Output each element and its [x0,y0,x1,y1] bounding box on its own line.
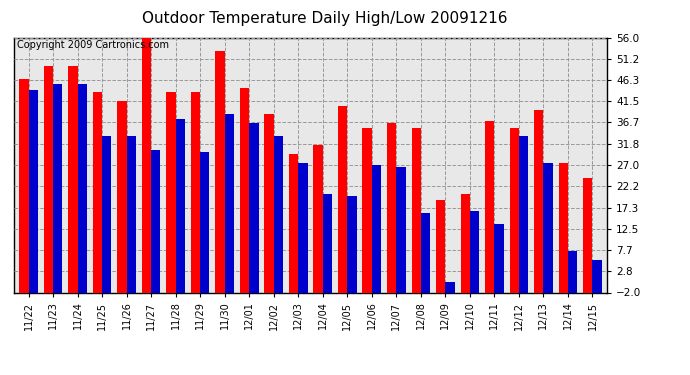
Bar [19,79,28,292]
Bar [559,163,568,292]
Bar [28,90,38,292]
Bar [593,260,602,292]
Bar [445,282,455,292]
Bar [151,150,161,292]
Bar [77,84,87,292]
Bar [225,114,234,292]
Text: Copyright 2009 Cartronics.com: Copyright 2009 Cartronics.com [17,40,169,50]
Bar [249,123,259,292]
Bar [264,114,274,292]
Bar [362,128,372,292]
Bar [421,213,430,292]
Bar [372,165,381,292]
Bar [274,136,283,292]
Bar [495,224,504,292]
Bar [436,200,445,292]
Bar [568,251,578,292]
Bar [583,178,593,292]
Bar [470,211,479,292]
Bar [347,196,357,292]
Bar [176,119,185,292]
Bar [191,93,200,292]
Bar [460,194,470,292]
Bar [166,93,176,292]
Bar [240,88,249,292]
Bar [387,123,396,292]
Bar [396,167,406,292]
Bar [519,136,529,292]
Bar [142,33,151,292]
Bar [117,101,126,292]
Bar [534,110,544,292]
Bar [126,136,136,292]
Bar [200,152,210,292]
Bar [323,194,332,292]
Bar [313,145,323,292]
Bar [215,51,225,292]
Bar [289,154,298,292]
Bar [102,136,111,292]
Bar [544,163,553,292]
Bar [338,106,347,292]
Bar [411,128,421,292]
Bar [68,66,77,292]
Bar [485,121,495,292]
Bar [510,128,519,292]
Bar [53,84,62,292]
Text: Outdoor Temperature Daily High/Low 20091216: Outdoor Temperature Daily High/Low 20091… [141,11,507,26]
Bar [298,163,308,292]
Bar [92,93,102,292]
Bar [43,66,53,292]
